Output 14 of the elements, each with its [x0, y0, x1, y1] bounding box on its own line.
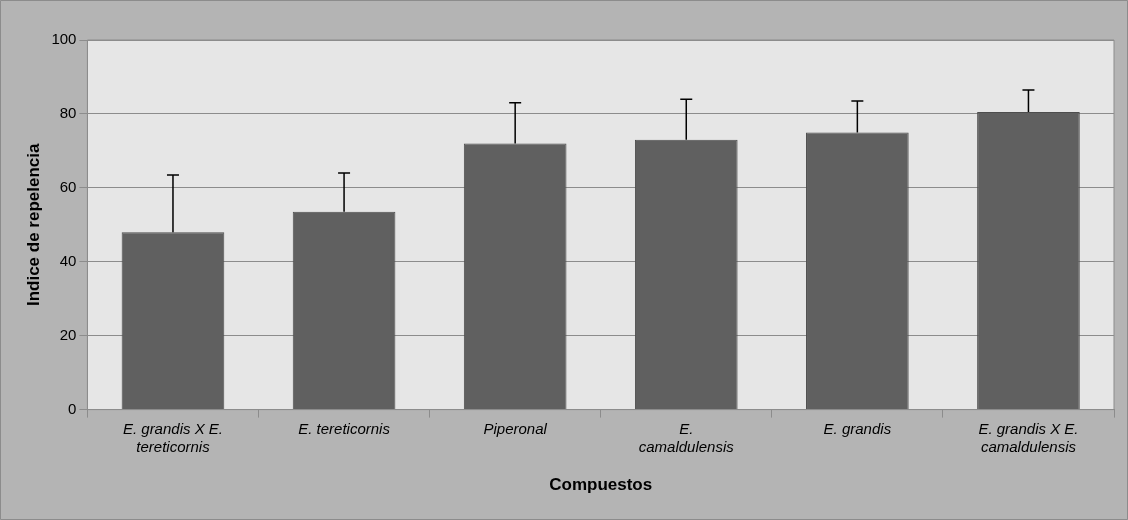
y-axis-title: Indice de repelencia [23, 143, 43, 307]
x-axis-title: Compuestos [549, 475, 653, 495]
y-tick-label: 20 [59, 325, 77, 343]
x-tick-label: E. camaldulensis [638, 419, 735, 455]
x-tick-label: E. grandis X E. tereticornis [122, 419, 224, 455]
y-tick-label: 60 [59, 177, 77, 195]
x-tick-label: E. grandis [823, 419, 892, 437]
y-tick-label: 0 [68, 399, 77, 417]
x-tick-label: E. tereticornis [298, 419, 391, 437]
y-tick-label: 40 [59, 251, 77, 269]
x-tick-label: E. grandis X E. camaldulensis [978, 419, 1079, 455]
x-tick-label: Piperonal [483, 419, 548, 437]
y-tick-label: 100 [51, 30, 77, 48]
y-tick-label: 80 [59, 104, 77, 122]
